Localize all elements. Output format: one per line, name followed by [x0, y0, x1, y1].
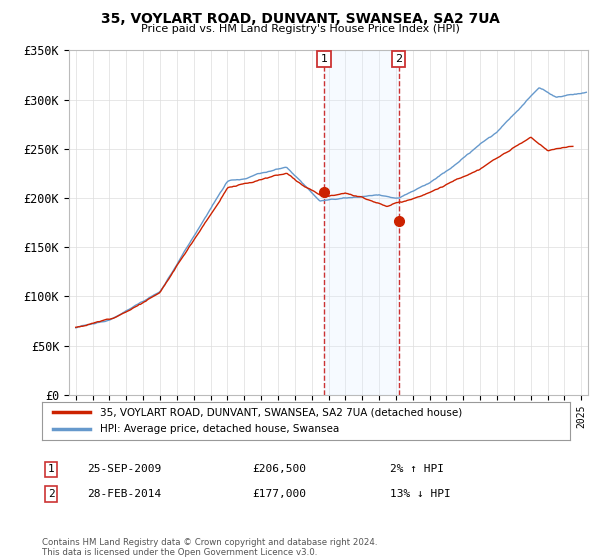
- Text: 35, VOYLART ROAD, DUNVANT, SWANSEA, SA2 7UA (detached house): 35, VOYLART ROAD, DUNVANT, SWANSEA, SA2 …: [100, 407, 463, 417]
- Text: 2: 2: [395, 54, 402, 64]
- Text: Price paid vs. HM Land Registry's House Price Index (HPI): Price paid vs. HM Land Registry's House …: [140, 24, 460, 34]
- Text: Contains HM Land Registry data © Crown copyright and database right 2024.
This d: Contains HM Land Registry data © Crown c…: [42, 538, 377, 557]
- Text: 2% ↑ HPI: 2% ↑ HPI: [390, 464, 444, 474]
- Text: 35, VOYLART ROAD, DUNVANT, SWANSEA, SA2 7UA: 35, VOYLART ROAD, DUNVANT, SWANSEA, SA2 …: [101, 12, 499, 26]
- Text: HPI: Average price, detached house, Swansea: HPI: Average price, detached house, Swan…: [100, 424, 340, 434]
- Text: 13% ↓ HPI: 13% ↓ HPI: [390, 489, 451, 499]
- Text: 25-SEP-2009: 25-SEP-2009: [87, 464, 161, 474]
- Text: 28-FEB-2014: 28-FEB-2014: [87, 489, 161, 499]
- Text: 2: 2: [47, 489, 55, 499]
- Text: 1: 1: [320, 54, 328, 64]
- Bar: [324, 50, 398, 395]
- Text: £206,500: £206,500: [252, 464, 306, 474]
- Text: 1: 1: [47, 464, 55, 474]
- Text: £177,000: £177,000: [252, 489, 306, 499]
